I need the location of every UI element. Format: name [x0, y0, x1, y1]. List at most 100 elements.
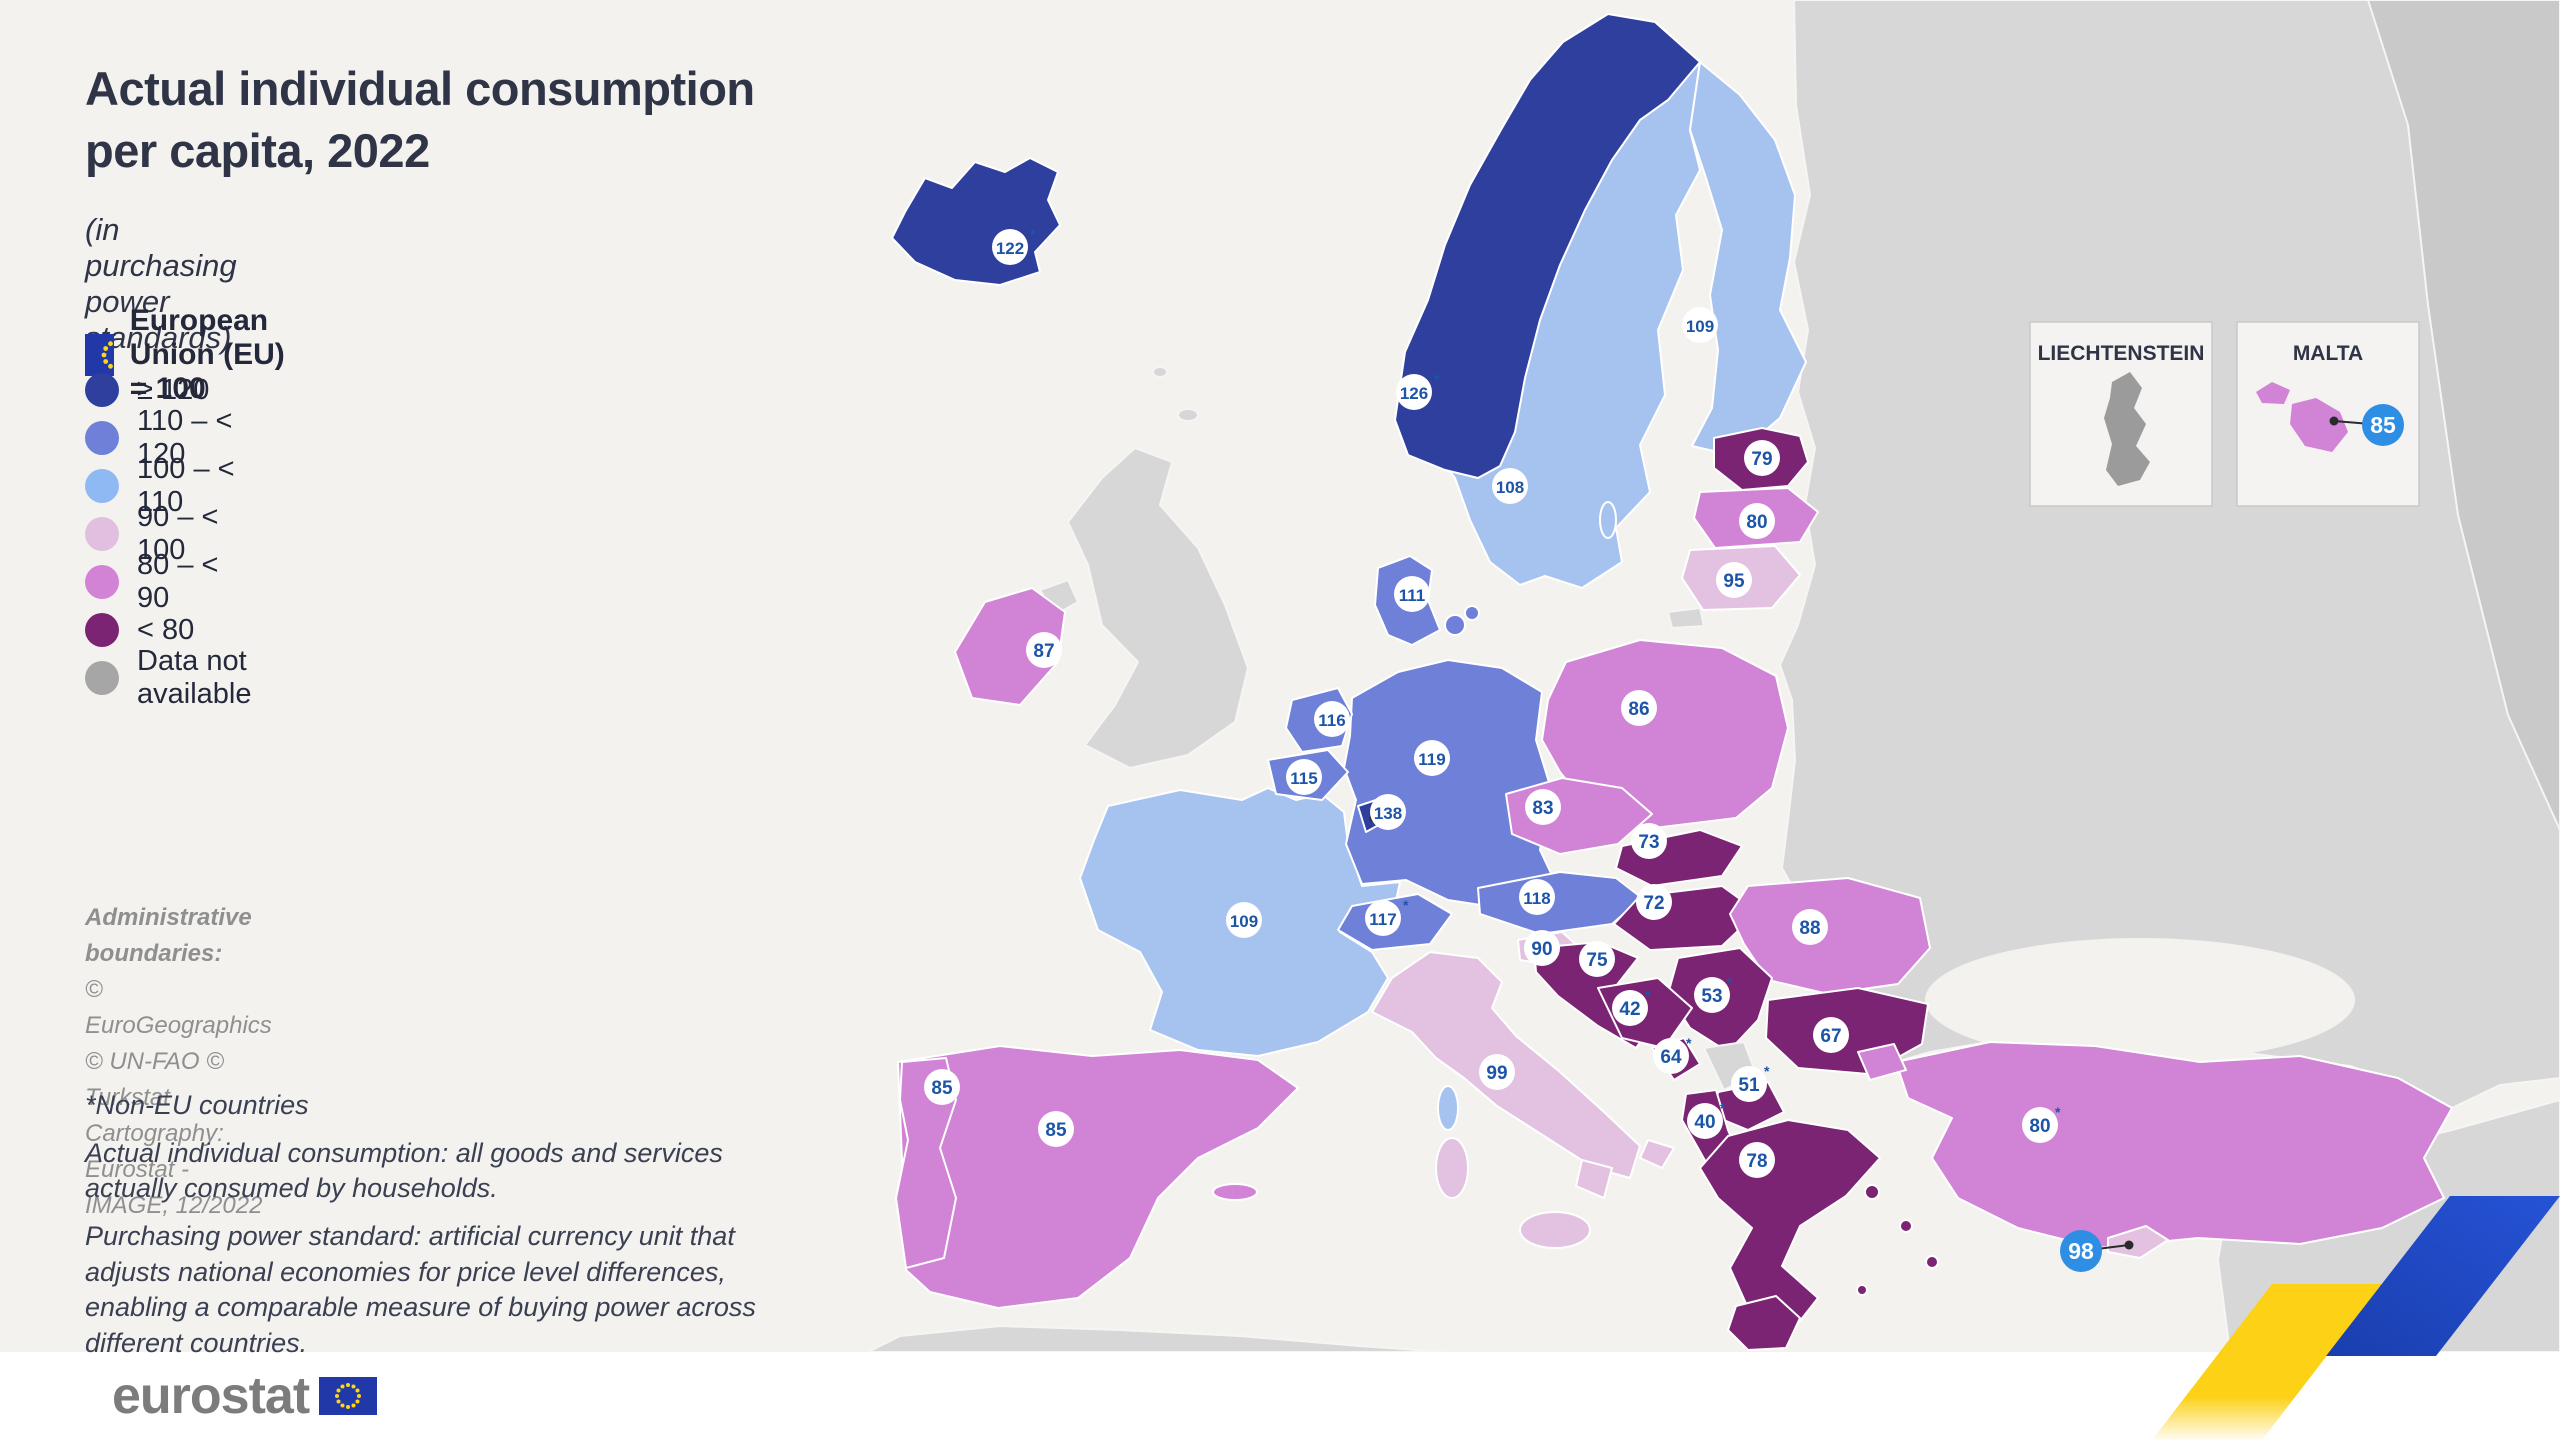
svg-text:117: 117 — [1369, 910, 1396, 929]
svg-text:85: 85 — [2370, 412, 2396, 438]
shape-malta — [2290, 398, 2348, 452]
svg-text:51: 51 — [1738, 1075, 1760, 1096]
svg-text:88: 88 — [1799, 918, 1820, 939]
legend-label: 80 – < 90 — [137, 549, 219, 614]
svg-text:*: * — [1686, 1035, 1692, 1051]
country-united-kingdom — [1067, 447, 1249, 769]
svg-text:*: * — [1720, 1100, 1726, 1116]
value-bubble-denmark: 111 — [1394, 576, 1430, 612]
aegean-island — [1899, 1219, 1913, 1233]
legend-item: ≥ 120 — [85, 366, 251, 414]
island-sardinia — [1435, 1137, 1469, 1199]
inset-liechtenstein: LIECHTENSTEIN — [2029, 321, 2213, 507]
island-gotland — [1599, 501, 1617, 539]
svg-text:90: 90 — [1531, 939, 1552, 960]
legend-swatch-no-data — [85, 661, 119, 695]
svg-text:99: 99 — [1486, 1063, 1507, 1084]
value-bubble-bosnia-herzegovina: 42 * — [1612, 987, 1651, 1026]
value-bubble-turkey: 80 * — [2022, 1104, 2061, 1143]
islands-faroe — [1152, 366, 1168, 378]
svg-text:40: 40 — [1694, 1112, 1715, 1133]
legend-swatch-110-120 — [85, 421, 119, 455]
svg-text:86: 86 — [1628, 699, 1649, 720]
legend-label: ≥ 120 — [137, 373, 210, 406]
island-zealand — [1444, 614, 1466, 636]
svg-text:80: 80 — [2029, 1116, 2050, 1137]
value-bubble-hungary: 72 — [1636, 884, 1672, 920]
svg-text:87: 87 — [1033, 641, 1054, 662]
legend-swatch-gte120 — [85, 373, 119, 407]
value-bubble-iceland: 122 * — [992, 226, 1036, 265]
svg-text:64: 64 — [1660, 1047, 1682, 1068]
svg-text:*: * — [1434, 371, 1440, 387]
svg-text:98: 98 — [2068, 1238, 2094, 1264]
islands-balearic — [1212, 1183, 1258, 1201]
value-bubble-ireland: 87 — [1026, 632, 1062, 668]
value-bubble-greece: 78 — [1739, 1142, 1775, 1178]
land-far-east — [2367, 0, 2560, 831]
svg-text:72: 72 — [1643, 893, 1664, 914]
country-ireland — [954, 587, 1066, 706]
svg-text:85: 85 — [931, 1078, 953, 1099]
value-bubble-switzerland: 117 * — [1365, 897, 1409, 936]
value-bubble-germany: 119 — [1414, 740, 1450, 776]
svg-text:109: 109 — [1230, 912, 1258, 931]
islands-shetland — [1177, 408, 1199, 422]
value-bubble-netherlands: 116 — [1314, 701, 1350, 737]
svg-text:*: * — [1403, 897, 1409, 913]
eu-reference-row: European Union (EU) = 100 — [85, 304, 303, 406]
value-bubble-estonia: 79 — [1744, 440, 1780, 476]
region-italy-heel — [1639, 1139, 1675, 1169]
value-bubble-france: 109 — [1226, 902, 1262, 938]
value-bubble-finland: 109 — [1682, 307, 1718, 343]
svg-text:108: 108 — [1496, 478, 1524, 497]
region-kaliningrad — [1667, 607, 1705, 629]
legend-swatch-100-110 — [85, 469, 119, 503]
svg-text:78: 78 — [1746, 1151, 1767, 1172]
legend-item: 100 – < 110 — [85, 453, 251, 518]
legend-label: < 80 — [137, 613, 195, 646]
svg-text:75: 75 — [1586, 950, 1608, 971]
country-germany — [1343, 659, 1559, 909]
svg-text:95: 95 — [1723, 571, 1745, 592]
legend-item: < 80 — [85, 606, 251, 654]
title-line2: per capita, 2022 — [85, 124, 430, 178]
inset-title-malta: MALTA — [2293, 342, 2363, 365]
aegean-island — [1864, 1184, 1880, 1200]
svg-text:*: * — [1645, 987, 1651, 1003]
legend-swatch-lt80 — [85, 613, 119, 647]
legend-label: 90 – < 100 — [137, 501, 219, 566]
island-corsica — [1437, 1085, 1459, 1131]
value-bubbles: 122 * 126 * 108 109 111 79 80 95 87 116 115 138 119 109… — [924, 226, 2404, 1272]
svg-text:67: 67 — [1820, 1026, 1841, 1047]
legend: ≥ 120 110 – < 120 100 – < 110 90 – < 100… — [85, 366, 251, 710]
value-bubble-croatia: 75 — [1579, 941, 1615, 977]
value-bubble-montenegro: 64* — [1653, 1035, 1692, 1074]
region-turkey-thrace — [1857, 1043, 1907, 1081]
value-bubble-portugal: 85 — [924, 1069, 960, 1105]
eurostat-logo-text: eurostat — [112, 1367, 310, 1425]
aegean-island — [1856, 1284, 1868, 1296]
country-poland — [1541, 639, 1789, 829]
footnotes: *Non-EU countries Actual individual cons… — [85, 1088, 815, 1373]
footnote-non-eu: *Non-EU countries — [85, 1090, 309, 1120]
aegean-island — [1925, 1255, 1939, 1269]
value-bubble-romania: 88 — [1792, 909, 1828, 945]
legend-label: Data not available — [137, 645, 252, 710]
svg-text:*: * — [1727, 974, 1733, 990]
value-bubble-bulgaria: 67 — [1813, 1017, 1849, 1053]
eu-reference-label: European Union (EU) = 100 — [129, 304, 285, 405]
value-bubble-slovakia: 73 — [1631, 823, 1667, 859]
svg-text:138: 138 — [1374, 804, 1402, 823]
region-peloponnese — [1727, 1295, 1801, 1351]
svg-text:85: 85 — [1045, 1120, 1067, 1141]
credits-line1: © EuroGeographics © UN-FAO © Turkstat — [85, 976, 272, 1111]
footnote-aic: Actual individual consumption: all goods… — [85, 1137, 723, 1204]
value-bubble-cyprus: 98 — [2060, 1230, 2134, 1272]
value-bubble-sweden: 108 — [1492, 468, 1528, 504]
value-bubble-austria: 118 — [1519, 879, 1555, 915]
legend-label: 100 – < 110 — [137, 453, 235, 518]
eurostat-logo: eurostat — [112, 1366, 378, 1426]
svg-text:118: 118 — [1523, 889, 1550, 908]
